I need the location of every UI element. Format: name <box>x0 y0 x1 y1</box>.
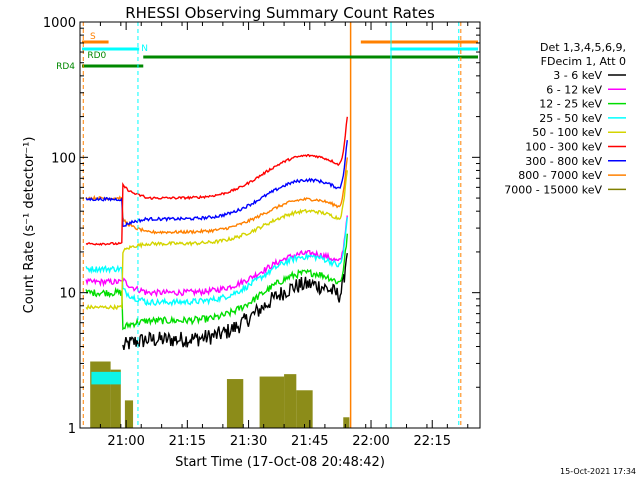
plot-frame <box>79 21 481 429</box>
y-tick-label: 1 <box>68 422 76 437</box>
flag-label-n: N <box>141 44 148 54</box>
y-tick-label: 1000 <box>43 16 76 31</box>
axes: 21:00 21:15 21:30 21:45 22:00 22:15 1 10 100 1000… <box>43 16 480 449</box>
x-tick-label: 21:00 <box>107 434 144 449</box>
legend-label: 300 - 800 keV <box>525 155 602 168</box>
x-tick-label: 22:15 <box>414 434 451 449</box>
olive-count-block <box>343 417 350 428</box>
x-tick-label: 21:15 <box>169 434 206 449</box>
x-tick-label: 21:30 <box>230 434 267 449</box>
olive-count-block <box>124 400 134 428</box>
series-line-25-50-keV <box>85 217 348 307</box>
series-line-3-6-keV <box>122 252 348 351</box>
olive-count-block <box>110 369 121 428</box>
y-axis-label: Count Rate (s⁻¹ detector⁻¹) <box>22 137 37 314</box>
legend-label: 25 - 50 keV <box>539 112 602 125</box>
cyan-low-count-block <box>91 371 121 385</box>
x-tick-label: 21:45 <box>291 434 328 449</box>
olive-count-block <box>90 361 111 428</box>
flag-label-rd0: RD0 <box>87 51 106 61</box>
series-line-50-100-keV <box>85 170 348 311</box>
plot-content <box>82 22 478 428</box>
olive-count-block <box>284 374 297 428</box>
series-line-12-25-keV <box>85 233 348 331</box>
y-tick-label: 10 <box>59 287 76 302</box>
chart-title: RHESSI Observing Summary Count Rates <box>125 4 435 22</box>
x-tick-label: 22:00 <box>352 434 389 449</box>
legend-header-2: FDecim 1, Att 0 <box>541 55 626 68</box>
legend-header-1: Det 1,3,4,5,6,9, <box>540 41 626 54</box>
legend-label: 800 - 7000 keV <box>518 169 602 182</box>
legend-label: 12 - 25 keV <box>539 98 602 111</box>
olive-count-block <box>259 376 285 428</box>
legend-label: 6 - 12 keV <box>546 83 602 96</box>
flag-label-s: S <box>90 32 96 42</box>
series-line-100-300-keV <box>85 116 348 247</box>
legend-label: 7000 - 15000 keV <box>504 183 602 196</box>
series-line-800-7000-keV <box>85 157 348 235</box>
series-line-300-800-keV <box>85 140 348 228</box>
y-tick-label: 100 <box>51 151 76 166</box>
legend-label: 3 - 6 keV <box>553 69 602 82</box>
legend-label: 100 - 300 keV <box>525 141 602 154</box>
olive-count-block <box>226 379 244 428</box>
footer-date: 15-Oct-2021 17:34 <box>560 467 636 476</box>
legend-label: 50 - 100 keV <box>532 126 602 139</box>
series-line-6-12-keV <box>85 215 348 298</box>
x-axis-label: Start Time (17-Oct-08 20:48:42) <box>175 455 385 470</box>
olive-count-block <box>296 390 313 428</box>
flag-label-rd4: RD4 <box>56 62 75 72</box>
